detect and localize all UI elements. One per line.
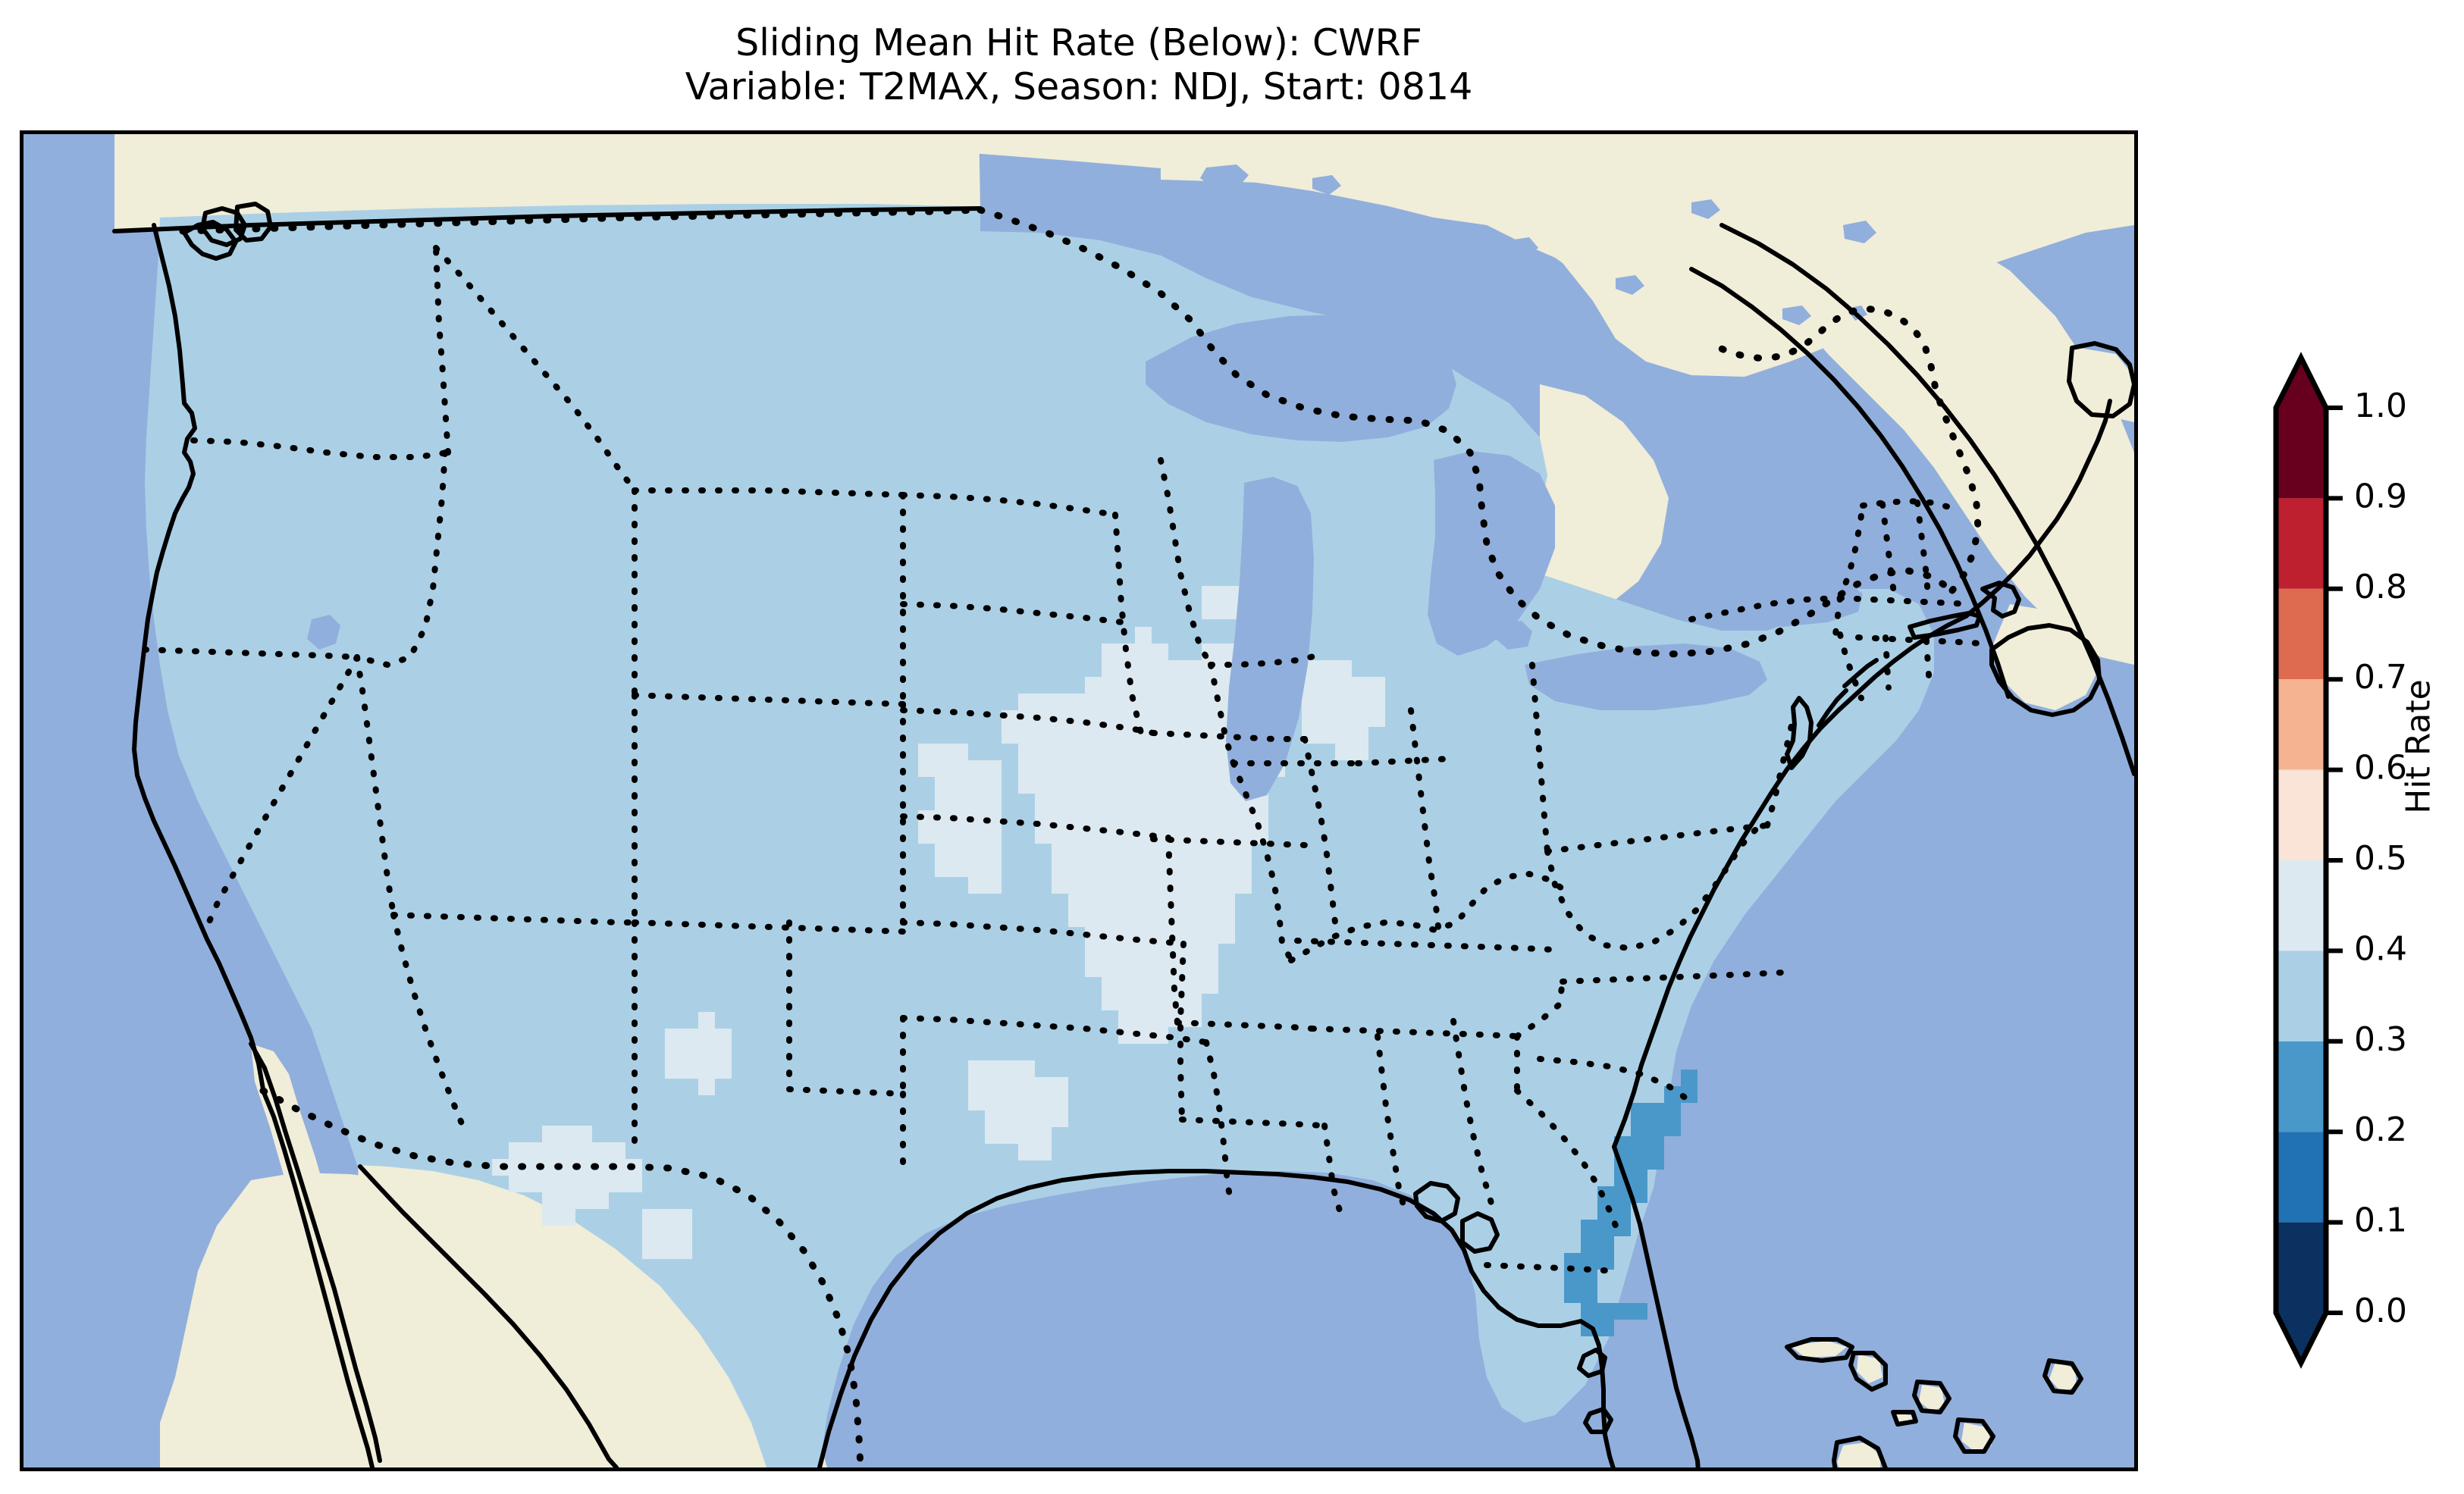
border-us-mexico bbox=[259, 1087, 864, 1467]
lake-ontario bbox=[1705, 572, 1863, 627]
colorbar: 1.0 0.9 0.8 0.7 0.6 0.5 0.4 0.3 0.2 0.1 … bbox=[2263, 114, 2464, 1387]
colorbar-tick-label: 0.2 bbox=[2354, 1110, 2407, 1149]
international-borders bbox=[179, 206, 1982, 1467]
lake-michigan bbox=[1226, 477, 1314, 801]
colorbar-tick-label: 0.4 bbox=[2354, 929, 2407, 968]
colorbar-bin-0.3-0.4 bbox=[2276, 951, 2326, 1041]
raster-bin-0.4-0.5 bbox=[492, 586, 1385, 1259]
colorbar-bin-0.2-0.3 bbox=[2276, 1041, 2326, 1132]
colorbar-over-arrow bbox=[2276, 358, 2326, 408]
colorbar-tick-label: 0.1 bbox=[2354, 1201, 2407, 1240]
colorbar-tick-label: 0.0 bbox=[2354, 1292, 2407, 1330]
colorbar-tick-label: 0.3 bbox=[2354, 1020, 2407, 1059]
state-boundaries bbox=[142, 245, 1986, 1274]
colorbar-tick-label: 0.9 bbox=[2354, 477, 2407, 515]
colorbar-bin-0.4-0.5 bbox=[2276, 860, 2326, 951]
colorbar-tick-labels: 1.0 0.9 0.8 0.7 0.6 0.5 0.4 0.3 0.2 0.1 … bbox=[2354, 387, 2407, 1330]
colorbar-tick-label: 1.0 bbox=[2354, 387, 2407, 425]
great-lakes bbox=[307, 164, 1990, 801]
colorbar-tick-label: 0.5 bbox=[2354, 839, 2407, 878]
colorbar-bin-0.9-1.0 bbox=[2276, 408, 2326, 499]
colorbar-bin-0.7-0.8 bbox=[2276, 588, 2326, 680]
coastline-west bbox=[132, 223, 265, 1092]
colorbar-bin-0.8-0.9 bbox=[2276, 498, 2326, 589]
colorbar-under-arrow bbox=[2276, 1313, 2326, 1363]
lake-stclair bbox=[1496, 621, 1532, 650]
border-us-canada-west bbox=[179, 206, 984, 235]
title-line-1: Sliding Mean Hit Rate (Below): CWRF bbox=[735, 21, 1422, 65]
colorbar-tick-label: 0.6 bbox=[2354, 749, 2407, 788]
coastlines bbox=[112, 202, 2134, 1467]
map-plot-area bbox=[20, 130, 2138, 1471]
title-line-2: Variable: T2MAX, Season: NDJ, Start: 081… bbox=[685, 65, 1473, 108]
colorbar-bin-0.5-0.6 bbox=[2276, 769, 2326, 860]
colorbar-tick-label: 0.8 bbox=[2354, 568, 2407, 606]
colorbar-tick-label: 0.7 bbox=[2354, 658, 2407, 697]
colorbar-axis-label: Hit Rate bbox=[2399, 679, 2438, 814]
border-us-canada-maine bbox=[1712, 305, 1982, 594]
colorbar-bin-0.1-0.2 bbox=[2276, 1132, 2326, 1223]
colorbar-canvas: 1.0 0.9 0.8 0.7 0.6 0.5 0.4 0.3 0.2 0.1 … bbox=[2273, 352, 2407, 1369]
colorbar-bin-0.0-0.1 bbox=[2276, 1222, 2326, 1313]
colorbar-swatches bbox=[2276, 358, 2326, 1363]
lake-erie bbox=[1525, 644, 1767, 710]
colorbar-ticks bbox=[2326, 406, 2343, 1315]
colorbar-bin-0.6-0.7 bbox=[2276, 679, 2326, 770]
raster-bin-0.2-0.3 bbox=[1564, 1070, 1698, 1336]
lake-superior bbox=[1146, 315, 1456, 442]
map-canvas bbox=[24, 134, 2134, 1467]
chart-title-block: Sliding Mean Hit Rate (Below): CWRF Vari… bbox=[0, 0, 2158, 130]
border-us-canada-lakes bbox=[977, 206, 1956, 658]
